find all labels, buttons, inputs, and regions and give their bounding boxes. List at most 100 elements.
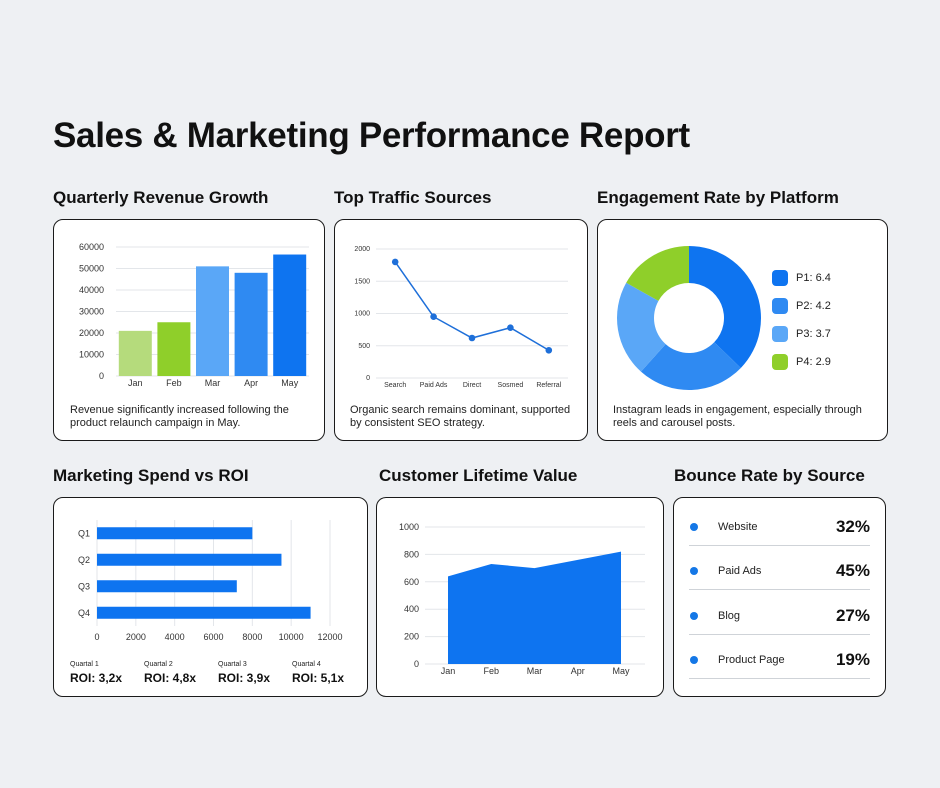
x-tick-label: May [612,666,630,676]
engagement-legend: P1: 6.4 P2: 4.2 P3: 3.7 P4: 2.9 [772,264,831,376]
bounce-section-title: Bounce Rate by Source [674,466,865,485]
spend-chart: 0 2000 4000 6000 8000 10000 12000 Q1 Q2 Q3 Q4 [78,520,343,642]
bounce-value: 45% [835,561,870,580]
roi-quarter: Quartal 4 [292,661,321,668]
bar [234,272,268,376]
x-tick-label: Mar [527,666,543,676]
y-tick-label: 800 [404,549,419,559]
bounce-label: Website [718,521,758,533]
y-tick-label: 40000 [79,285,104,295]
legend-label: P3: 3.7 [796,328,831,340]
roi-item: Quartal 2 ROI: 4,8x [144,661,218,685]
data-point [468,334,476,342]
y-tick-label: 0 [366,375,370,382]
x-tick-label: 10000 [279,632,304,642]
traffic-section-title: Top Traffic Sources [334,188,492,207]
bullet-dot-icon [690,612,698,620]
legend-swatch [772,298,788,314]
bounce-row: Website 32% [689,502,870,546]
roi-item: Quartal 1 ROI: 3,2x [70,661,144,685]
engagement-section-title: Engagement Rate by Platform [597,188,839,207]
x-tick-label: Feb [166,378,182,388]
bounce-card: Website 32% Paid Ads 45% Blog 27% Produc… [673,497,886,697]
revenue-chart: 0 10000 20000 30000 40000 50000 60000 Jan Feb Mar… [79,242,309,388]
roi-value: ROI: 3,2x [70,671,123,685]
x-tick-label: Paid Ads [420,382,448,389]
pie-slice [689,246,761,368]
pie-slice [640,342,741,391]
legend-swatch [772,354,788,370]
bar [97,527,253,540]
bounce-row: Product Page 19% [689,635,870,679]
roi-list: Quartal 1 ROI: 3,2x Quartal 2 ROI: 4,8x … [70,661,366,685]
bounce-row: Blog 27% [689,591,870,635]
legend-item: P4: 2.9 [772,348,831,376]
x-tick-label: 6000 [203,632,223,642]
traffic-card: 0 500 1000 1500 2000 Search Paid Ads Direct Sosm… [334,219,588,441]
y-tick-label: Q4 [78,608,90,618]
roi-item: Quartal 4 ROI: 5,1x [292,661,366,685]
clv-section-title: Customer Lifetime Value [379,466,578,485]
legend-label: P4: 2.9 [796,356,831,368]
y-tick-label: Q1 [78,528,90,538]
y-tick-label: 60000 [79,242,104,252]
x-tick-label: 4000 [165,632,185,642]
pie-slice [626,246,689,301]
roi-quarter: Quartal 3 [218,661,247,668]
bar [196,266,229,376]
traffic-chart: 0 500 1000 1500 2000 Search Paid Ads Direct Sosm… [354,246,568,389]
y-tick-label: Q2 [78,555,90,565]
y-tick-label: 1000 [354,311,370,318]
x-tick-label: Search [384,382,406,389]
bullet-dot-icon [690,567,698,575]
bar [157,322,191,376]
x-tick-label: Referral [536,382,561,389]
pie-slice [617,282,666,372]
engagement-card: P1: 6.4 P2: 4.2 P3: 3.7 P4: 2.9 Instagra… [597,219,888,441]
page-title: Sales & Marketing Performance Report [53,116,690,155]
legend-item: P1: 6.4 [772,264,831,292]
x-tick-label: May [281,378,299,388]
bounce-label: Blog [718,610,741,622]
bounce-label: Paid Ads [718,565,762,577]
x-tick-label: Sosmed [498,382,524,389]
bounce-label: Product Page [718,654,785,666]
x-tick-label: Apr [571,666,585,676]
x-tick-label: Jan [128,378,143,388]
revenue-card: 0 10000 20000 30000 40000 50000 60000 Jan Feb Mar… [53,219,325,441]
bar [97,606,311,619]
x-tick-label: Feb [483,666,499,676]
legend-swatch [772,270,788,286]
y-tick-label: 0 [414,659,419,669]
y-tick-label: Q3 [78,581,90,591]
roi-value: ROI: 3,9x [218,671,271,685]
y-tick-label: 200 [404,632,419,642]
y-tick-label: 1000 [399,522,419,532]
y-tick-label: 10000 [79,350,104,360]
legend-swatch [772,326,788,342]
roi-value: ROI: 5,1x [292,671,345,685]
bar [118,330,152,376]
y-tick-label: 600 [404,577,419,587]
y-tick-label: 500 [358,343,370,350]
legend-label: P1: 6.4 [796,272,831,284]
data-point [430,313,437,321]
y-tick-label: 2000 [354,246,370,253]
area-fill [448,551,621,664]
roi-quarter: Quartal 2 [144,661,173,668]
revenue-caption: Revenue significantly increased followin… [70,404,289,429]
roi-value: ROI: 4,8x [144,671,197,685]
bullet-dot-icon [690,656,698,664]
y-tick-label: 30000 [79,307,104,317]
bar [97,580,237,593]
x-tick-label: 2000 [126,632,146,642]
x-tick-label: 12000 [317,632,342,642]
bounce-value: 32% [835,517,870,536]
x-tick-label: Direct [463,382,481,389]
y-tick-label: 50000 [79,264,104,274]
bullet-dot-icon [690,523,698,531]
y-tick-label: 1500 [354,278,370,285]
legend-label: P2: 4.2 [796,300,831,312]
traffic-caption: Organic search remains dominant, support… [350,404,571,429]
spend-card: 0 2000 4000 6000 8000 10000 12000 Q1 Q2 Q3 Q4 Quar… [53,497,368,697]
